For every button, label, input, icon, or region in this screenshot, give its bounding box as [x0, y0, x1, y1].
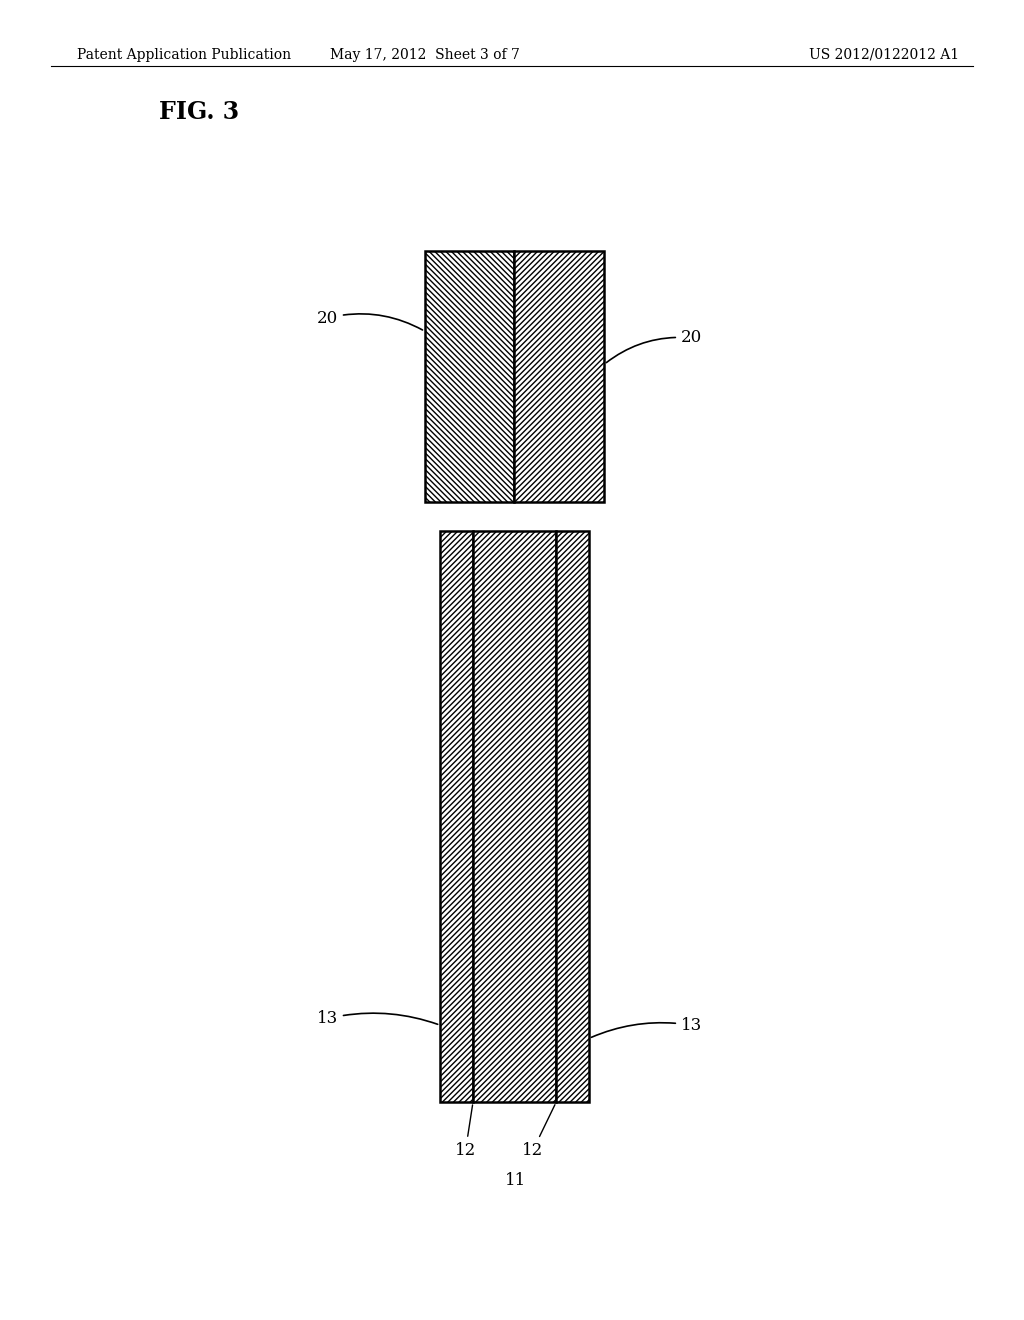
Text: 13: 13	[591, 1016, 702, 1038]
Text: 11: 11	[505, 1172, 525, 1189]
Text: 12: 12	[522, 1105, 555, 1159]
Bar	[556, 531, 589, 1102]
Bar	[473, 531, 556, 1102]
Text: May 17, 2012  Sheet 3 of 7: May 17, 2012 Sheet 3 of 7	[330, 48, 520, 62]
Text: Patent Application Publication: Patent Application Publication	[77, 48, 291, 62]
Bar	[514, 251, 604, 502]
Text: 12: 12	[455, 1105, 476, 1159]
Text: FIG. 3: FIG. 3	[159, 100, 239, 124]
Text: 13: 13	[316, 1010, 437, 1027]
Text: 20: 20	[316, 310, 423, 330]
Bar	[425, 251, 514, 502]
Bar	[440, 531, 473, 1102]
Text: US 2012/0122012 A1: US 2012/0122012 A1	[809, 48, 959, 62]
Text: 20: 20	[606, 330, 702, 363]
